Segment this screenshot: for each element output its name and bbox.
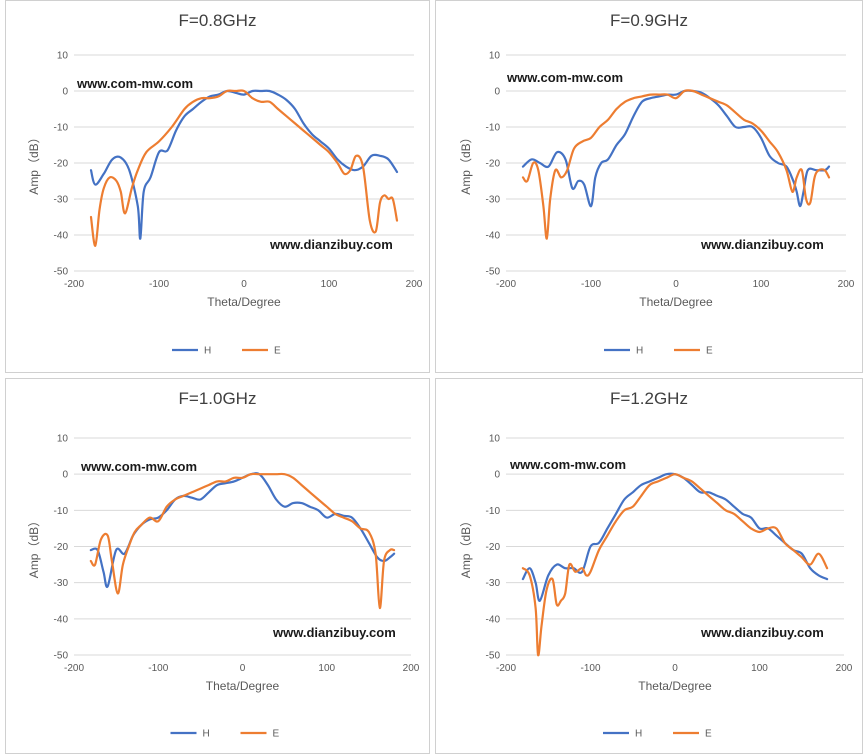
chart-panel-0.9ghz: F=0.9GHz 10 0 -10 -20 -30 -40 -50 -200 -100 0 100 2… [435,0,863,373]
y-tick-label: -10 [486,123,501,134]
y-tick-label: -10 [54,506,69,517]
y-axis-title: Amp（dB） [27,131,41,194]
chart-panel-0.8ghz: F=0.8GHz 10 0 -10 -20 -30 -40 -50 -200 -100 0 100 2… [5,0,430,373]
y-tick-label: -30 [54,195,69,206]
watermark-top: www.com-mw.com [81,459,198,474]
y-tick-label: -40 [486,231,501,242]
x-axis-title: Theta/Degree [206,679,280,693]
legend-label-e: E [273,729,280,740]
y-tick-label: -10 [486,506,501,517]
y-tick-label: -50 [486,267,501,278]
legend-label-h: H [204,346,211,357]
y-tick-label: -50 [54,651,69,662]
watermark-bottom: www.dianzibuy.com [701,625,824,640]
legend-label-e: E [274,346,281,357]
y-tick-label: 0 [62,470,68,481]
chart-svg: 100-10-20-30-40-50-200 -100 0 100 200Theta/D… [459,434,853,740]
series-line-e [521,473,829,657]
y-tick-label: -20 [486,159,501,170]
y-tick-label: 0 [62,87,68,98]
chart-title: F=1.2GHz [610,389,688,408]
x-axis-title: Theta/Degree [638,679,712,693]
x-tick-label: -200 [64,663,84,674]
series-line-e [521,89,831,240]
x-tick-label: 100 [751,663,768,674]
y-tick-label: -20 [486,542,501,553]
chart-panel-1.2ghz: F=1.2GHz 10 0 -10 -20 -30 -40 -50 -200 -100 0 100 2… [435,378,863,754]
chart-panel-1.0ghz: F=1.0GHz 10 0 -10 -20 -30 -40 -50 -200 -100 0 100 2… [5,378,430,754]
x-tick-label: 100 [321,279,338,290]
y-tick-label: -10 [54,123,69,134]
x-tick-label: 0 [240,663,246,674]
y-tick-label: -30 [54,578,69,589]
y-tick-label: -50 [54,267,69,278]
y-tick-label: 10 [57,51,69,62]
y-tick-label: -30 [486,578,501,589]
x-tick-label: 100 [753,279,770,290]
x-tick-label: 0 [672,663,678,674]
x-tick-label: -100 [148,663,168,674]
watermark-top: www.com-mw.com [77,76,194,91]
series-line-e [89,472,396,610]
y-tick-label: 10 [57,434,69,445]
chart-svg: 100-10-20-30-40-50-200 -100 0 100 200Theta/D… [27,434,420,740]
watermark-bottom: www.dianzibuy.com [701,237,824,252]
y-tick-label: 0 [494,87,500,98]
y-axis-title: Amp（dB） [27,515,41,578]
x-axis-title: Theta/Degree [207,295,281,309]
x-tick-label: -100 [581,279,601,290]
x-axis-title: Theta/Degree [639,295,713,309]
y-tick-label: 0 [494,470,500,481]
legend-label-e: E [705,729,712,740]
legend-label-h: H [203,729,210,740]
watermark-bottom: www.dianzibuy.com [273,625,396,640]
chart-svg: 100-10-20-30-40-50-200 -100 0 100 200Theta/D… [27,51,423,357]
x-tick-label: -200 [496,663,516,674]
watermark-bottom: www.dianzibuy.com [270,237,393,252]
x-tick-label: 200 [403,663,420,674]
y-tick-label: -40 [54,231,69,242]
x-tick-label: 200 [836,663,853,674]
x-tick-label: 0 [673,279,679,290]
legend-label-h: H [635,729,642,740]
legend-label-e: E [706,346,713,357]
x-tick-label: 200 [838,279,855,290]
series-line-h [521,472,829,602]
chart-svg: 100-10-20-30-40-50-200 -100 0 100 200Theta/D… [459,51,855,357]
x-tick-label: 200 [406,279,423,290]
chart-title: F=0.9GHz [610,11,688,30]
legend-label-h: H [636,346,643,357]
x-tick-label: -200 [64,279,84,290]
y-tick-label: -20 [54,159,69,170]
watermark-top: www.com-mw.com [507,70,624,85]
y-tick-label: 10 [489,434,501,445]
chart-title: F=1.0GHz [178,389,257,408]
series-line-h [521,89,831,208]
series-line-h [89,89,399,240]
watermark-top: www.com-mw.com [510,457,627,472]
x-tick-label: -200 [496,279,516,290]
y-tick-label: -50 [486,651,501,662]
y-axis-title: Amp（dB） [459,515,473,578]
x-tick-label: 0 [241,279,247,290]
y-tick-label: -30 [486,195,501,206]
x-tick-label: 100 [318,663,335,674]
y-axis-title: Amp（dB） [459,131,473,194]
y-tick-label: -20 [54,542,69,553]
y-tick-label: -40 [486,614,501,625]
y-tick-label: -40 [54,614,69,625]
x-tick-label: -100 [580,663,600,674]
y-tick-label: 10 [489,51,501,62]
series-line-e [89,89,399,247]
chart-title: F=0.8GHz [178,11,257,30]
x-tick-label: -100 [149,279,169,290]
